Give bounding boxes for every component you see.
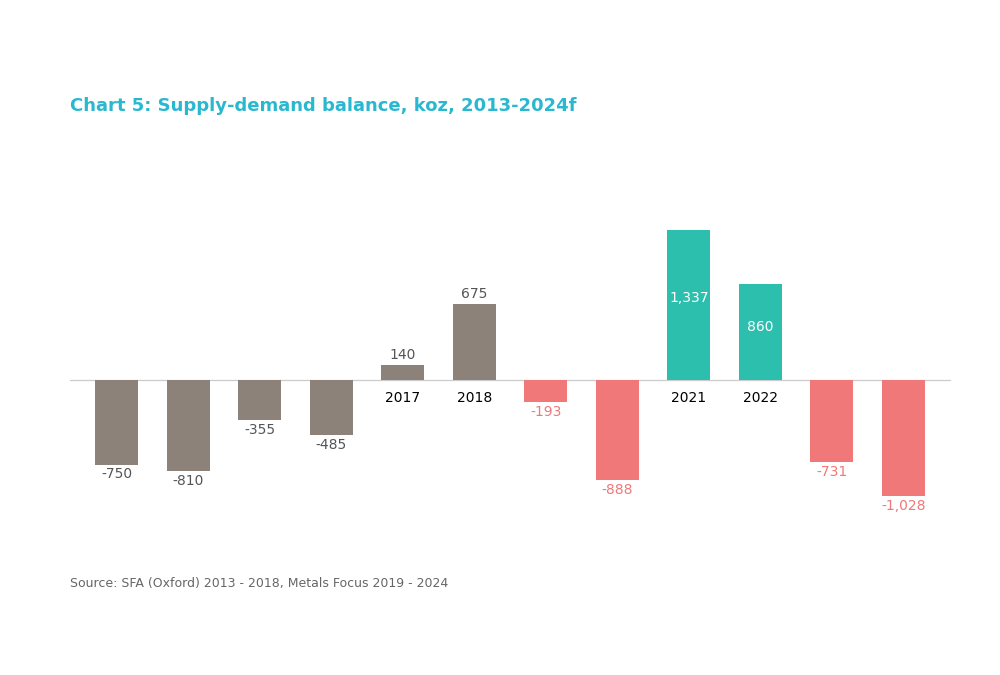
Bar <box>882 380 925 496</box>
Bar <box>596 380 639 480</box>
Text: -888: -888 <box>602 483 633 497</box>
Text: -1,028: -1,028 <box>881 499 926 513</box>
Text: 860: 860 <box>747 320 774 334</box>
Bar <box>167 380 210 471</box>
Bar <box>310 380 353 435</box>
Text: 675: 675 <box>461 288 487 302</box>
Bar <box>524 380 567 402</box>
Text: -355: -355 <box>244 423 275 437</box>
Bar <box>238 380 281 420</box>
Text: Chart 5: Supply-demand balance, koz, 2013-2024f: Chart 5: Supply-demand balance, koz, 201… <box>70 97 576 115</box>
Bar <box>810 380 853 462</box>
Text: -810: -810 <box>172 474 204 488</box>
Text: -193: -193 <box>530 405 561 418</box>
Text: -731: -731 <box>816 465 848 479</box>
Bar <box>739 284 782 380</box>
Bar <box>667 230 710 380</box>
Bar <box>381 364 424 380</box>
Bar <box>453 304 496 380</box>
Text: -750: -750 <box>101 467 132 481</box>
Text: -485: -485 <box>316 437 347 452</box>
Text: Source: SFA (Oxford) 2013 - 2018, Metals Focus 2019 - 2024: Source: SFA (Oxford) 2013 - 2018, Metals… <box>70 577 448 590</box>
Text: 1,337: 1,337 <box>669 290 709 304</box>
Bar <box>95 380 138 464</box>
Text: 140: 140 <box>389 348 416 362</box>
